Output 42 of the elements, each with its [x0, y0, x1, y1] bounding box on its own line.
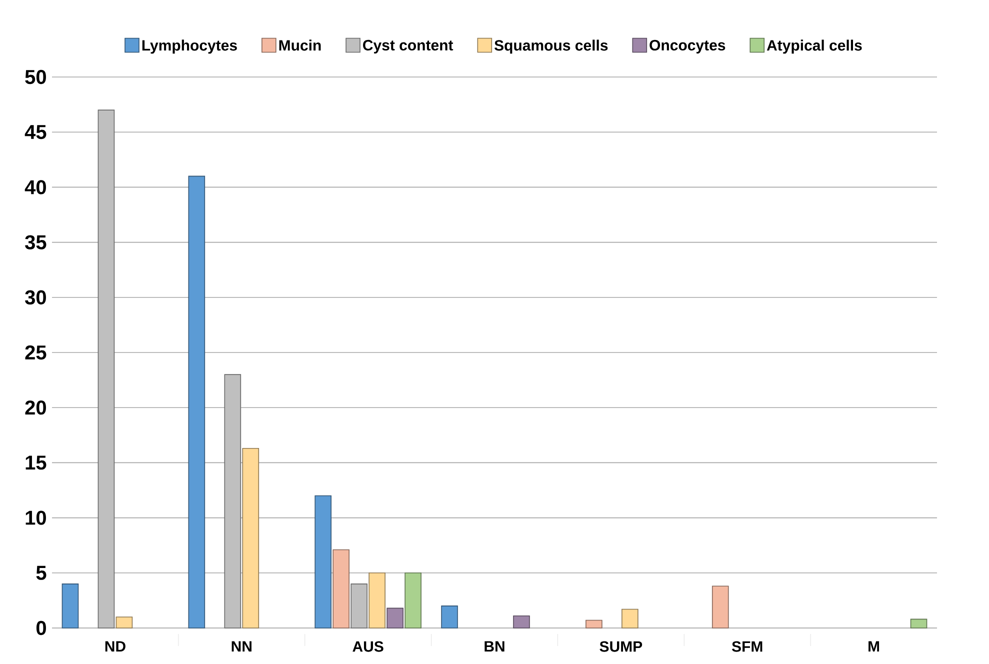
bar	[386, 608, 404, 628]
bar	[350, 584, 368, 628]
bar	[116, 616, 133, 628]
y-tick-label: 45	[24, 125, 46, 140]
y-tick-label: 40	[24, 180, 46, 194]
y-tick-label: 10	[26, 510, 46, 525]
bar	[242, 448, 260, 628]
legend-label: Lymphocytes	[142, 40, 237, 54]
bar	[513, 615, 530, 628]
y-tick-label: 0	[36, 620, 46, 636]
legend-label: Cyst content	[363, 40, 454, 54]
x-tick-label: SUMP	[600, 641, 642, 652]
y-tick-label: 20	[25, 400, 46, 415]
y-tick-label: 25	[25, 345, 46, 360]
bar	[586, 620, 602, 628]
y-tick-label: 30	[25, 290, 46, 304]
x-tick-label: ND	[105, 641, 126, 652]
bar	[62, 584, 79, 628]
bar	[712, 586, 729, 628]
bar	[188, 176, 206, 628]
bar	[441, 606, 458, 628]
legend-label: Squamous cells	[494, 40, 608, 54]
bar	[224, 374, 242, 628]
legend-label: Atypical cells	[766, 40, 862, 54]
x-tick-label: M	[868, 641, 880, 652]
bar	[332, 549, 350, 628]
x-tick-label: NN	[232, 641, 252, 652]
bar	[404, 572, 422, 628]
y-tick-label: 5	[36, 566, 46, 580]
legend-label: Oncocytes	[650, 40, 726, 54]
bar	[368, 572, 386, 628]
x-tick-label: BN	[484, 641, 504, 652]
x-tick-label: AUS	[352, 641, 384, 652]
bar	[622, 608, 638, 628]
bar	[98, 110, 115, 628]
y-tick-label: 35	[25, 235, 46, 250]
legend-label: Mucin	[279, 40, 321, 51]
x-tick-label: SFM	[732, 641, 762, 652]
bar	[314, 495, 332, 628]
y-tick-label: 50	[25, 70, 46, 84]
bar	[910, 618, 928, 628]
y-tick-label: 15	[26, 456, 46, 470]
